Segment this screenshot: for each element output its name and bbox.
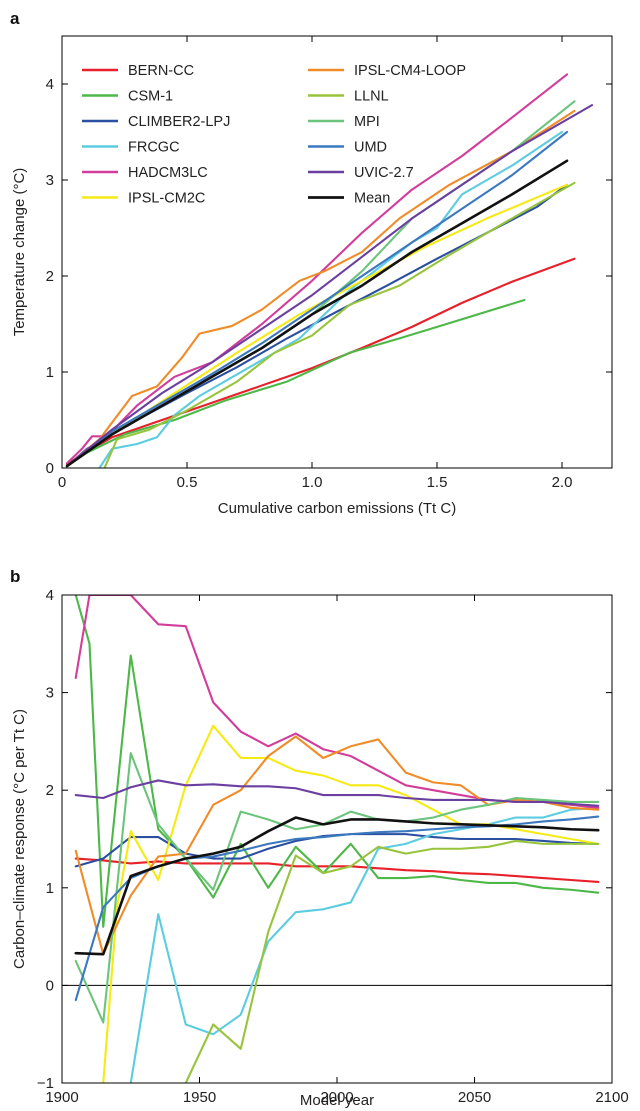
x-tick-label: 1900 [45, 1089, 78, 1106]
x-tick-label: 0.5 [177, 474, 198, 491]
series-line-hadcm3lc [74, 595, 600, 809]
y-tick-label: 0 [46, 460, 54, 477]
x-tick-label: 2000 [320, 1089, 353, 1106]
series-lines [65, 73, 594, 468]
y-tick-label: 2 [46, 268, 54, 285]
series-line-mpi [65, 100, 576, 468]
y-tick-label: 2 [46, 782, 54, 799]
series-line-mean [74, 816, 600, 956]
legend-label: IPSL-CM2C [128, 191, 205, 207]
legend-item: IPSL-CM4-LOOP [308, 63, 466, 79]
series-lines [74, 595, 600, 1083]
legend-item: MPI [308, 114, 380, 130]
series-line-ipsl-cm2c [65, 183, 569, 468]
series-line-uvic-2-7 [65, 104, 594, 468]
x-axis-label: Cumulative carbon emissions (Tt C) [218, 500, 456, 517]
series-line-frcgc [129, 806, 600, 1083]
legend-label: MPI [354, 114, 380, 130]
y-tick-label: 1 [46, 880, 54, 897]
series-line-llnl [103, 181, 576, 468]
panel-b: b 1900 1950 2000 2050 2100 −1 0 1 2 3 4 Model year Ca… [10, 567, 629, 1109]
legend-label: HADCM3LC [128, 165, 208, 181]
legend-label: FRCGC [128, 140, 180, 156]
series-line-mpi [74, 752, 600, 1024]
legend: BERN-CC CSM-1 CLIMBER2-LPJ FRCGC HADCM3LC IPS… [82, 63, 466, 207]
legend-item: CLIMBER2-LPJ [82, 114, 230, 130]
legend-label: IPSL-CM4-LOOP [354, 63, 466, 79]
legend-item: HADCM3LC [82, 165, 208, 181]
legend-label: UVIC-2.7 [354, 165, 414, 181]
legend-label: Mean [354, 191, 390, 207]
y-tick-label: 4 [46, 76, 54, 93]
legend-item: Mean [308, 191, 390, 207]
legend-item: BERN-CC [82, 63, 194, 79]
panel-letter: b [10, 567, 20, 586]
x-tick-label: 2.0 [552, 474, 573, 491]
y-tick-label: 0 [46, 977, 54, 994]
x-tick-label: 1.5 [427, 474, 448, 491]
series-line-bern-cc [65, 257, 576, 466]
legend-label: BERN-CC [128, 63, 194, 79]
legend-item: UVIC-2.7 [308, 165, 414, 181]
series-line-ipsl-cm4-loop [74, 735, 600, 956]
series-line-umd [74, 815, 600, 1002]
y-tick-label: 1 [46, 364, 54, 381]
panel-letter: a [10, 9, 20, 28]
y-tick-label: 4 [46, 587, 54, 604]
series-line-umd [65, 130, 569, 468]
x-tick-label: 1.0 [302, 474, 323, 491]
x-tick-label: 0 [58, 474, 66, 491]
series-line-csm-1 [65, 298, 526, 468]
y-axis-label: Temperature change (°C) [11, 168, 28, 337]
y-tick-label: 3 [46, 172, 54, 189]
legend-label: CLIMBER2-LPJ [128, 114, 230, 130]
series-line-mean [65, 159, 569, 468]
y-tick-label: 3 [46, 685, 54, 702]
panel-a: a 0 0.5 1.0 1.5 2.0 0 1 2 3 4 Cumulative carbon emi… [10, 9, 613, 517]
y-tick-label: −1 [37, 1075, 54, 1092]
legend-item: CSM-1 [82, 89, 173, 105]
x-tick-label: 2100 [595, 1089, 628, 1106]
series-line-climber2-lpj [65, 183, 569, 468]
series-line-ipsl-cm4-loop [65, 109, 576, 468]
legend-label: UMD [354, 140, 387, 156]
series-line-uvic-2-7 [74, 779, 600, 807]
y-axis-label: Carbon–climate response (°C per Tt C) [11, 709, 28, 969]
plot-frame [61, 35, 613, 469]
series-line-hadcm3lc [65, 73, 569, 465]
legend-label: LLNL [354, 89, 389, 105]
series-line-ipsl-cm2c [102, 724, 600, 1083]
legend-item: IPSL-CM2C [82, 191, 205, 207]
legend-item: LLNL [308, 89, 389, 105]
x-tick-label: 2050 [458, 1089, 491, 1106]
legend-item: UMD [308, 140, 387, 156]
legend-item: FRCGC [82, 140, 180, 156]
x-tick-label: 1950 [183, 1089, 216, 1106]
legend-label: CSM-1 [128, 89, 173, 105]
series-line-llnl [184, 839, 600, 1083]
x-axis-label: Model year [300, 1092, 374, 1109]
